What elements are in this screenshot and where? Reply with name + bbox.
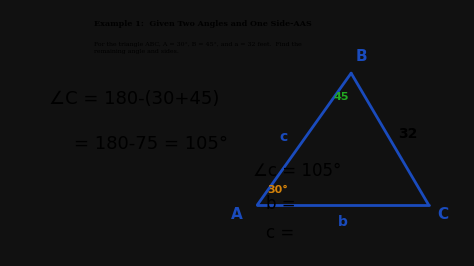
Text: b =: b = xyxy=(265,195,295,213)
Text: c =: c = xyxy=(265,224,294,242)
Text: B: B xyxy=(356,49,367,64)
Text: Example 1:  Given Two Angles and One Side-AAS: Example 1: Given Two Angles and One Side… xyxy=(94,20,312,28)
Text: 30°: 30° xyxy=(267,185,288,196)
Text: 32: 32 xyxy=(399,127,418,141)
Text: ∠C = 180-(30+45): ∠C = 180-(30+45) xyxy=(49,90,220,108)
Text: For the triangle ABC, A = 30°, B = 45°, and a = 32 feet.  Find the
remaining ang: For the triangle ABC, A = 30°, B = 45°, … xyxy=(94,42,302,54)
Text: b: b xyxy=(338,215,348,228)
Text: c: c xyxy=(280,130,288,144)
Text: = 180-75 = 105°: = 180-75 = 105° xyxy=(74,135,228,153)
Text: ∠c = 105°: ∠c = 105° xyxy=(253,162,342,180)
Text: C: C xyxy=(438,207,448,222)
Text: A: A xyxy=(231,207,243,222)
Text: 45: 45 xyxy=(333,92,349,102)
